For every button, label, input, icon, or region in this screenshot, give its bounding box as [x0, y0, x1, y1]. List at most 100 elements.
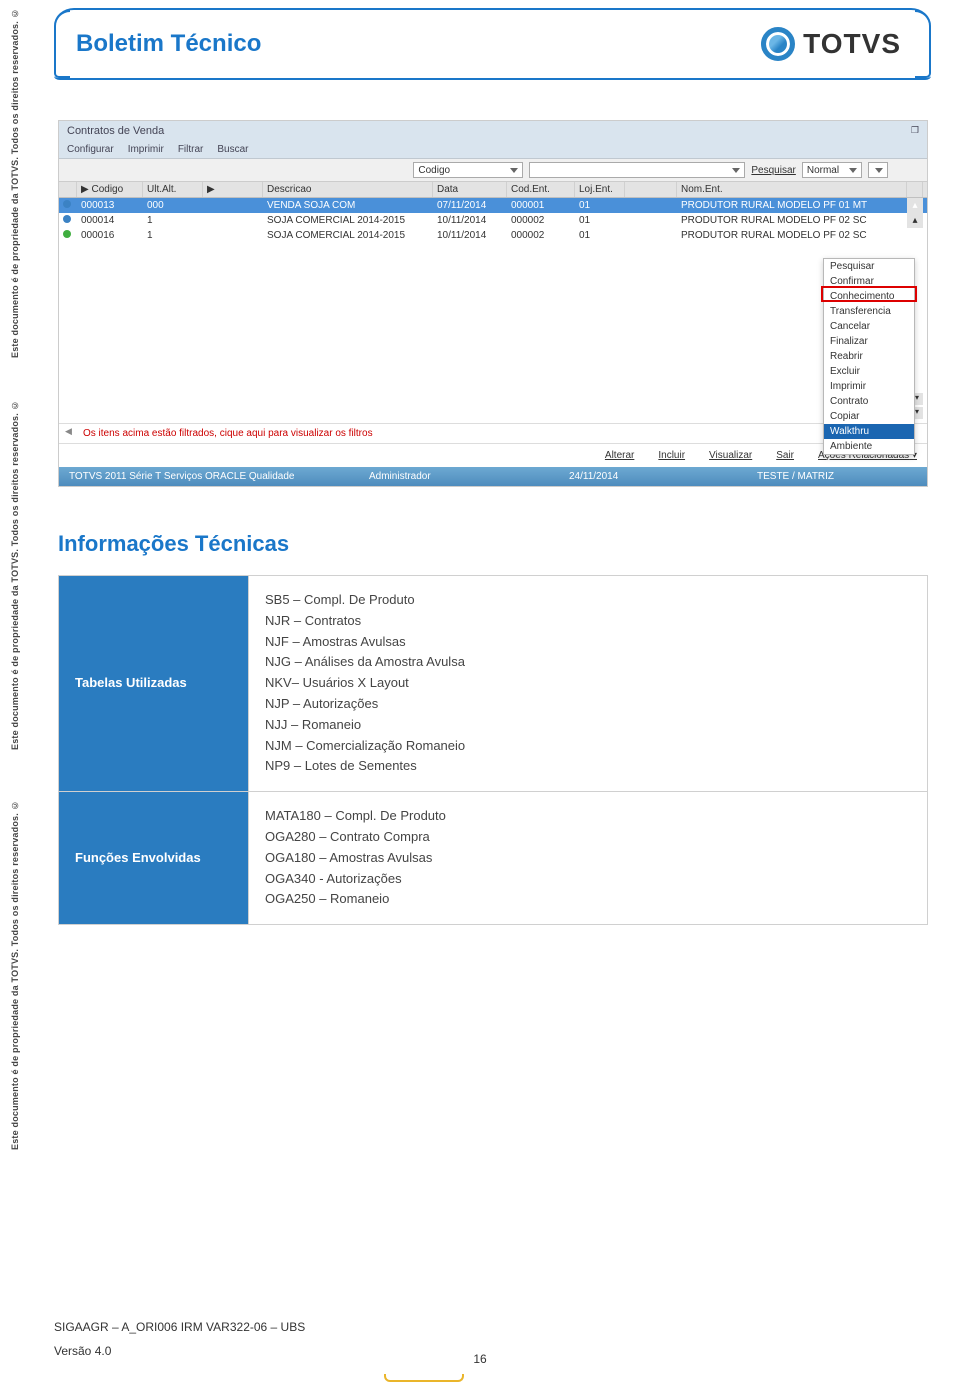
cell-ult: 000 [143, 198, 203, 213]
menu-pesquisar[interactable]: Pesquisar [824, 259, 914, 274]
col-ultalt[interactable]: Ult.Alt. [143, 182, 203, 197]
chevron-down-icon [849, 168, 857, 173]
annotation-highlight [821, 286, 917, 302]
menu-contrato[interactable]: Contrato [824, 394, 914, 409]
cell-codent: 000002 [507, 213, 575, 228]
app-titlebar: Contratos de Venda ❐ [59, 121, 927, 141]
cell-ult: 1 [143, 213, 203, 228]
cell-noment: PRODUTOR RURAL MODELO PF 02 SC [677, 213, 907, 228]
col-blank2[interactable]: ▶ [203, 182, 263, 197]
grid-empty-area [59, 243, 927, 313]
col-scroll [907, 182, 923, 197]
cell-lojent: 01 [575, 228, 625, 243]
filter-notice[interactable]: Os itens acima estão filtrados, cique aq… [59, 423, 927, 443]
window-restore-icon[interactable]: ❐ [911, 125, 919, 137]
page: Boletim Técnico TOTVS Contratos de Venda… [40, 0, 945, 939]
logo-icon [761, 27, 795, 61]
chevron-down-icon [732, 168, 740, 173]
filter-bar: Codigo Pesquisar Normal [59, 159, 927, 182]
action-visualizar[interactable]: Visualizar [709, 450, 752, 461]
table-row[interactable]: 000016 1 SOJA COMERCIAL 2014-2015 10/11/… [59, 228, 927, 243]
status-product: TOTVS 2011 Série T Serviços ORACLE Quali… [69, 471, 369, 482]
filter-field-dropdown[interactable]: Codigo [413, 162, 523, 178]
menu-cancelar[interactable]: Cancelar [824, 319, 914, 334]
menu-transferencia[interactable]: Transferencia [824, 304, 914, 319]
ownership-vertical-3: Este documento é de propriedade da TOTVS… [10, 800, 20, 1150]
col-noment[interactable]: Nom.Ent. [677, 182, 907, 197]
page-title: Boletim Técnico [76, 30, 261, 58]
mode-label: Normal [807, 165, 839, 176]
cell-codent: 000001 [507, 198, 575, 213]
cell-lojent: 01 [575, 198, 625, 213]
status-date: 24/11/2014 [569, 471, 757, 482]
cell-codigo: 000013 [77, 198, 143, 213]
table-row[interactable]: 000014 1 SOJA COMERCIAL 2014-2015 10/11/… [59, 213, 927, 228]
toolbar-filtrar[interactable]: Filtrar [178, 144, 204, 155]
logo-text: TOTVS [803, 28, 901, 60]
cell-ult: 1 [143, 228, 203, 243]
cell-data: 07/11/2014 [433, 198, 507, 213]
status-bar: TOTVS 2011 Série T Serviços ORACLE Quali… [59, 467, 927, 486]
footer-code: SIGAAGR – A_ORI006 IRM VAR322-06 – UBS [54, 1320, 305, 1334]
cell-codigo: 000016 [77, 228, 143, 243]
info-row2-content: MATA180 – Compl. De Produto OGA280 – Con… [249, 792, 928, 925]
cell-data: 10/11/2014 [433, 228, 507, 243]
col-data[interactable]: Data [433, 182, 507, 197]
app-window: Contratos de Venda ❐ Configurar Imprimir… [58, 120, 928, 487]
action-incluir[interactable]: Incluir [658, 450, 685, 461]
action-alterar[interactable]: Alterar [605, 450, 634, 461]
extra-dropdown[interactable] [868, 162, 888, 178]
menu-reabrir[interactable]: Reabrir [824, 349, 914, 364]
search-button[interactable]: Pesquisar [751, 165, 795, 176]
cell-desc: VENDA SOJA COM [263, 198, 433, 213]
cell-noment: PRODUTOR RURAL MODELO PF 01 MT [677, 198, 907, 213]
toolbar-buscar[interactable]: Buscar [217, 144, 248, 155]
toolbar-configurar[interactable]: Configurar [67, 144, 114, 155]
filter-value-input[interactable] [529, 162, 745, 178]
table-row[interactable]: 000013 000 VENDA SOJA COM 07/11/2014 000… [59, 198, 927, 213]
menu-excluir[interactable]: Excluir [824, 364, 914, 379]
menu-ambiente[interactable]: Ambiente [824, 439, 914, 454]
col-descricao[interactable]: Descricao [263, 182, 433, 197]
page-number: 16 [473, 1352, 486, 1366]
status-env: TESTE / MATRIZ [757, 471, 917, 482]
menu-copiar[interactable]: Copiar [824, 409, 914, 424]
status-dot-icon [63, 230, 71, 238]
info-row2-label: Funções Envolvidas [59, 792, 249, 925]
menu-walkthru[interactable]: Walkthru [824, 424, 914, 439]
cell-desc: SOJA COMERCIAL 2014-2015 [263, 228, 433, 243]
info-row1-label: Tabelas Utilizadas [59, 576, 249, 792]
toolbar-imprimir[interactable]: Imprimir [128, 144, 164, 155]
scroll-up-icon[interactable]: ▴ [907, 198, 923, 213]
footer-version: Versão 4.0 [54, 1344, 305, 1358]
cell-desc: SOJA COMERCIAL 2014-2015 [263, 213, 433, 228]
scroll-icon[interactable]: ▴ [907, 213, 923, 228]
status-dot-icon [63, 215, 71, 223]
menu-imprimir[interactable]: Imprimir [824, 379, 914, 394]
info-table: Tabelas Utilizadas SB5 – Compl. De Produ… [58, 575, 928, 925]
chevron-down-icon [875, 168, 883, 173]
cell-lojent: 01 [575, 213, 625, 228]
col-blank [59, 182, 77, 197]
mode-dropdown[interactable]: Normal [802, 162, 862, 178]
app-title: Contratos de Venda [67, 125, 164, 137]
cell-data: 10/11/2014 [433, 213, 507, 228]
actions-bar: Alterar Incluir Visualizar Sair Ações Re… [59, 443, 927, 467]
ownership-vertical-1: Este documento é de propriedade da TOTVS… [10, 8, 20, 358]
page-tab-decoration [384, 1374, 464, 1382]
col-codent[interactable]: Cod.Ent. [507, 182, 575, 197]
chevron-down-icon [510, 168, 518, 173]
cell-noment: PRODUTOR RURAL MODELO PF 02 SC [677, 228, 907, 243]
col-blank3 [625, 182, 677, 197]
col-lojent[interactable]: Loj.Ent. [575, 182, 625, 197]
footer: SIGAAGR – A_ORI006 IRM VAR322-06 – UBS V… [54, 1320, 305, 1358]
filter-field-label: Codigo [418, 165, 450, 176]
section-title: Informações Técnicas [58, 531, 931, 557]
ownership-vertical-2: Este documento é de propriedade da TOTVS… [10, 400, 20, 750]
app-toolbar: Configurar Imprimir Filtrar Buscar [59, 141, 927, 159]
menu-finalizar[interactable]: Finalizar [824, 334, 914, 349]
grid-header: ▶ Codigo Ult.Alt. ▶ Descricao Data Cod.E… [59, 182, 927, 198]
action-sair[interactable]: Sair [776, 450, 794, 461]
col-codigo[interactable]: ▶ Codigo [77, 182, 143, 197]
cell-codent: 000002 [507, 228, 575, 243]
